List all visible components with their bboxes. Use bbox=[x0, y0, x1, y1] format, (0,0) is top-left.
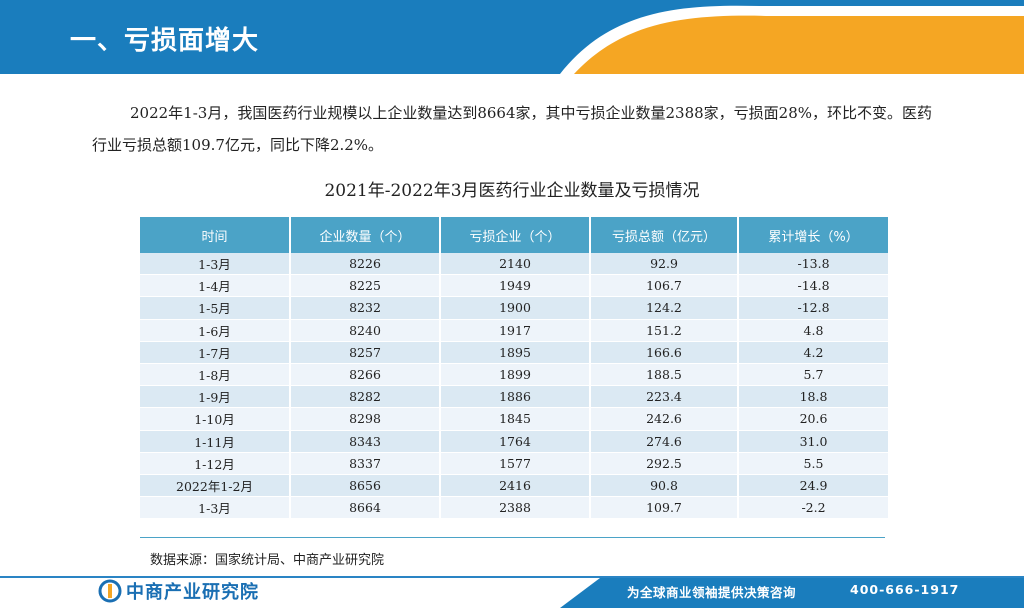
divider bbox=[140, 537, 885, 538]
table-row: 1-10月 8298 1845 242.6 20.6 bbox=[140, 407, 888, 431]
table-cell: 124.2 bbox=[590, 296, 739, 320]
table-cell: 1-9月 bbox=[140, 385, 291, 409]
table-row: 1-5月 8232 1900 124.2 -12.8 bbox=[140, 296, 888, 320]
table-cell: 1900 bbox=[440, 296, 591, 320]
table-cell: -13.8 bbox=[738, 253, 888, 276]
table-row: 1-12月 8337 1577 292.5 5.5 bbox=[140, 452, 888, 475]
data-table: 时间 企业数量（个） 亏损企业（个） 亏损总额（亿元） 累计增长（%） 1-3月… bbox=[140, 217, 888, 520]
table-cell: 8257 bbox=[290, 341, 441, 364]
summary-paragraph: 2022年1-3月，我国医药行业规模以上企业数量达到8664家，其中亏损企业数量… bbox=[92, 104, 933, 154]
table-cell: 8226 bbox=[290, 253, 441, 276]
table-title: 2021年-2022年3月医药行业企业数量及亏损情况 bbox=[324, 181, 700, 201]
table-cell: 8343 bbox=[290, 430, 441, 453]
footer-slogan: 为全球商业领袖提供决策咨询 bbox=[627, 585, 797, 600]
table-cell: 1577 bbox=[440, 452, 591, 475]
table-cell: 292.5 bbox=[590, 452, 739, 475]
table-cell: 90.8 bbox=[590, 474, 739, 498]
table-cell: 242.6 bbox=[590, 407, 739, 431]
table-cell: 1-3月 bbox=[140, 253, 291, 276]
table-row: 2022年1-2月 8656 2416 90.8 24.9 bbox=[140, 474, 888, 498]
table-cell: 8282 bbox=[290, 385, 441, 409]
table-cell: 8298 bbox=[290, 407, 441, 431]
table-body: 1-3月 8226 2140 92.9 -13.8 1-4月 8225 1949 106.7 -1… bbox=[140, 253, 888, 520]
page-title: 一、亏损面增大 bbox=[70, 26, 260, 56]
table-cell: 1949 bbox=[440, 274, 591, 298]
footer-divider bbox=[0, 576, 1024, 578]
table-cell: 1-3月 bbox=[140, 496, 291, 520]
table-row: 1-9月 8282 1886 223.4 18.8 bbox=[140, 385, 888, 409]
table-row: 1-7月 8257 1895 166.6 4.2 bbox=[140, 341, 888, 364]
logo-icon bbox=[98, 579, 122, 603]
table-cell: 5.5 bbox=[738, 452, 888, 475]
footer-logo: 中商产业研究院 bbox=[98, 578, 259, 604]
table-row: 1-11月 8343 1764 274.6 31.0 bbox=[140, 430, 888, 453]
table-cell: 24.9 bbox=[738, 474, 888, 498]
table-row: 1-6月 8240 1917 151.2 4.8 bbox=[140, 319, 888, 342]
column-header: 时间 bbox=[140, 217, 291, 253]
table-cell: 109.7 bbox=[590, 496, 739, 520]
table-cell: 1-7月 bbox=[140, 341, 291, 364]
table-cell: -2.2 bbox=[738, 496, 888, 520]
table-cell: 2416 bbox=[440, 474, 591, 498]
table-cell: 1-5月 bbox=[140, 296, 291, 320]
table-cell: 1-8月 bbox=[140, 363, 291, 387]
table-cell: 20.6 bbox=[738, 407, 888, 431]
table-cell: 8225 bbox=[290, 274, 441, 298]
table-cell: 274.6 bbox=[590, 430, 739, 453]
table-cell: 8240 bbox=[290, 319, 441, 342]
table-cell: 2140 bbox=[440, 253, 591, 276]
table-cell: 1899 bbox=[440, 363, 591, 387]
column-header: 企业数量（个） bbox=[290, 217, 441, 253]
column-header: 亏损总额（亿元） bbox=[590, 217, 739, 253]
table-cell: 8656 bbox=[290, 474, 441, 498]
column-header: 亏损企业（个） bbox=[440, 217, 591, 253]
table-cell: 18.8 bbox=[738, 385, 888, 409]
table-cell: 223.4 bbox=[590, 385, 739, 409]
table-cell: 4.8 bbox=[738, 319, 888, 342]
column-header: 累计增长（%） bbox=[738, 217, 888, 253]
table-cell: 92.9 bbox=[590, 253, 739, 276]
table-cell: 1-12月 bbox=[140, 452, 291, 475]
table-cell: 166.6 bbox=[590, 341, 739, 364]
table-cell: 1895 bbox=[440, 341, 591, 364]
table-cell: 8266 bbox=[290, 363, 441, 387]
table-cell: -14.8 bbox=[738, 274, 888, 298]
table-cell: 2388 bbox=[440, 496, 591, 520]
table-cell: 188.5 bbox=[590, 363, 739, 387]
table-row: 1-3月 8664 2388 109.7 -2.2 bbox=[140, 496, 888, 520]
table-cell: 8232 bbox=[290, 296, 441, 320]
table-cell: 1764 bbox=[440, 430, 591, 453]
logo-text: 中商产业研究院 bbox=[126, 582, 259, 603]
table-cell: 106.7 bbox=[590, 274, 739, 298]
table-cell: 1886 bbox=[440, 385, 591, 409]
table-row: 1-3月 8226 2140 92.9 -13.8 bbox=[140, 253, 888, 276]
table-row: 1-4月 8225 1949 106.7 -14.8 bbox=[140, 274, 888, 298]
table-cell: 1-6月 bbox=[140, 319, 291, 342]
footer-phone: 400-666-1917 bbox=[850, 582, 960, 597]
table-cell: 4.2 bbox=[738, 341, 888, 364]
header-background bbox=[0, 0, 1024, 74]
table-cell: 1845 bbox=[440, 407, 591, 431]
table-cell: 151.2 bbox=[590, 319, 739, 342]
table-cell: 2022年1-2月 bbox=[140, 474, 291, 498]
table-row: 1-8月 8266 1899 188.5 5.7 bbox=[140, 363, 888, 387]
table-cell: 1-10月 bbox=[140, 407, 291, 431]
table-cell: 1-4月 bbox=[140, 274, 291, 298]
table-cell: 8664 bbox=[290, 496, 441, 520]
data-source: 数据来源：国家统计局、中商产业研究院 bbox=[150, 553, 385, 568]
table-cell: 31.0 bbox=[738, 430, 888, 453]
table-cell: 1917 bbox=[440, 319, 591, 342]
table-cell: -12.8 bbox=[738, 296, 888, 320]
table-cell: 8337 bbox=[290, 452, 441, 475]
table-cell: 1-11月 bbox=[140, 430, 291, 453]
table-cell: 5.7 bbox=[738, 363, 888, 387]
header-banner: 一、亏损面增大 bbox=[0, 0, 1024, 74]
footer-band bbox=[560, 578, 1024, 608]
table-header-row: 时间 企业数量（个） 亏损企业（个） 亏损总额（亿元） 累计增长（%） bbox=[140, 217, 888, 253]
